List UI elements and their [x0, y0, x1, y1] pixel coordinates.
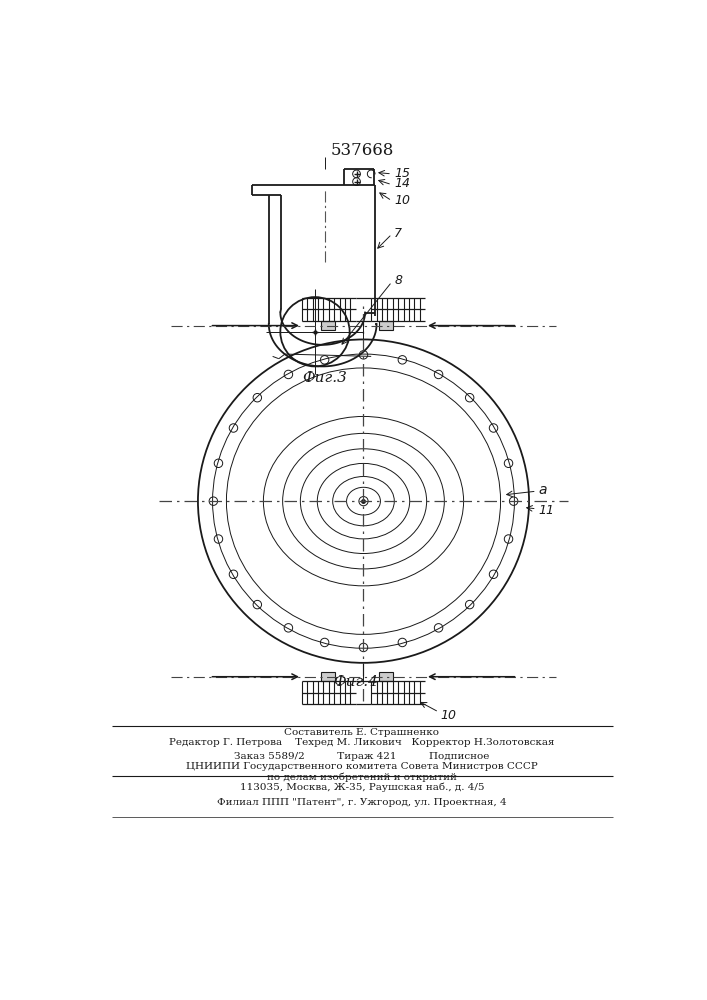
- Text: 537668: 537668: [330, 142, 394, 159]
- Text: 8: 8: [395, 274, 402, 287]
- Bar: [321, 321, 335, 330]
- Text: ЦНИИПИ Государственного комитета Совета Министров СССР: ЦНИИПИ Государственного комитета Совета …: [186, 762, 538, 771]
- Text: 11: 11: [538, 504, 554, 517]
- Text: 10: 10: [395, 194, 410, 207]
- Text: 10: 10: [440, 709, 457, 722]
- Text: 113035, Москва, Ж-35, Раушская наб., д. 4/5: 113035, Москва, Ж-35, Раушская наб., д. …: [240, 782, 484, 792]
- Text: Редактор Г. Петрова    Техред М. Ликович   Корректор Н.Золотовская: Редактор Г. Петрова Техред М. Ликович Ко…: [169, 738, 555, 747]
- Text: по делам изобретений и открытий: по делам изобретений и открытий: [267, 772, 457, 782]
- Text: Фиг.3: Фиг.3: [303, 371, 347, 385]
- Text: 14: 14: [395, 177, 410, 190]
- Bar: [379, 672, 393, 681]
- Text: Фиг.4: Фиг.4: [334, 675, 378, 689]
- Text: 7: 7: [395, 227, 402, 240]
- Text: Составитель Е. Страшненко: Составитель Е. Страшненко: [284, 728, 440, 737]
- Text: Заказ 5589/2          Тираж 421          Подписное: Заказ 5589/2 Тираж 421 Подписное: [234, 752, 490, 761]
- Bar: [321, 672, 335, 681]
- Bar: [379, 321, 393, 330]
- Text: a: a: [538, 483, 547, 497]
- Text: 15: 15: [395, 167, 410, 180]
- Text: Филиал ППП "Патент", г. Ужгород, ул. Проектная, 4: Филиал ППП "Патент", г. Ужгород, ул. Про…: [217, 798, 507, 807]
